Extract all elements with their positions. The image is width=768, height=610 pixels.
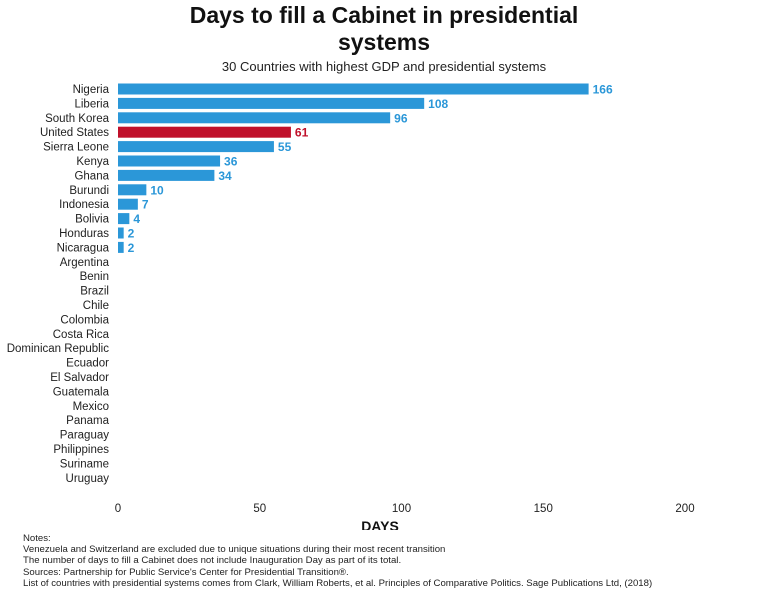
category-label-guatemala: Guatemala: [53, 386, 110, 398]
bar-chart: Nigeria 166 Liberia 108 South Korea 96 United …: [7, 83, 695, 531]
category-label-panama: Panama: [66, 415, 109, 427]
bar-burundi: [118, 184, 147, 196]
value-label-honduras: 2: [128, 227, 135, 241]
category-label-indonesia: Indonesia: [59, 199, 109, 211]
category-label-benin: Benin: [80, 271, 109, 283]
note-country-list: List of countries with presidential syst…: [23, 577, 653, 589]
value-label-sierra-leone: 55: [278, 140, 292, 154]
x-tick-label-50: 50: [253, 503, 266, 515]
note-sources: Sources: Partnership for Public Service'…: [23, 566, 349, 578]
category-label-mexico: Mexico: [73, 401, 109, 413]
bar-liberia: [118, 97, 425, 109]
category-label-brazil: Brazil: [80, 286, 109, 298]
category-label-nicaragua: Nicaragua: [57, 242, 110, 254]
category-label-south-korea: South Korea: [45, 113, 110, 125]
category-label-dominican-republic: Dominican Republic: [7, 343, 110, 355]
x-axis-label: DAYS: [361, 518, 399, 530]
bar-ghana: [118, 169, 215, 181]
value-label-liberia: 108: [428, 97, 448, 111]
x-tick-label-150: 150: [534, 503, 553, 515]
value-label-indonesia: 7: [142, 198, 149, 212]
chart-title-line-1: Days to fill a Cabinet in presidential: [189, 2, 579, 28]
category-label-costa-rica: Costa Rica: [53, 329, 110, 341]
category-label-ghana: Ghana: [74, 170, 109, 182]
chart-title: Days to fill a Cabinet in presidential sy…: [0, 2, 768, 56]
category-label-nigeria: Nigeria: [73, 84, 110, 96]
note-inauguration: The number of days to fill a Cabinet doe…: [23, 555, 402, 567]
value-label-united-states: 61: [295, 126, 309, 140]
bar-honduras: [118, 227, 124, 239]
category-label-chile: Chile: [83, 300, 109, 312]
x-tick-label-200: 200: [675, 503, 694, 515]
category-label-liberia: Liberia: [74, 98, 109, 110]
value-label-south-korea: 96: [394, 111, 408, 125]
category-label-burundi: Burundi: [69, 185, 109, 197]
category-label-united-states: United States: [40, 127, 109, 139]
bar-south-korea: [118, 112, 391, 124]
bar-united-states: [118, 126, 291, 138]
x-tick-label-100: 100: [392, 503, 411, 515]
category-label-bolivia: Bolivia: [75, 214, 109, 226]
bar-nicaragua: [118, 241, 124, 253]
value-label-kenya: 36: [224, 155, 238, 169]
bar-sierra-leone: [118, 141, 274, 153]
category-label-philippines: Philippines: [53, 444, 109, 456]
bar-bolivia: [118, 213, 130, 225]
category-label-argentina: Argentina: [60, 257, 110, 269]
chart-title-line-2: systems: [337, 29, 431, 55]
category-label-colombia: Colombia: [60, 314, 109, 326]
category-label-ecuador: Ecuador: [66, 358, 109, 370]
x-tick-label-0: 0: [115, 503, 121, 515]
category-label-sierra-leone: Sierra Leone: [43, 142, 109, 154]
category-label-kenya: Kenya: [76, 156, 109, 168]
note-exclusions: Venezuela and Switzerland are excluded d…: [23, 544, 446, 556]
bar-indonesia: [118, 198, 138, 210]
bar-nigeria: [118, 83, 589, 95]
value-label-nigeria: 166: [593, 83, 613, 97]
category-label-uruguay: Uruguay: [66, 473, 110, 485]
category-label-honduras: Honduras: [59, 228, 109, 240]
notes-block: Notes: Venezuela and Switzerland are exc…: [23, 533, 763, 589]
chart-subtitle: 30 Countries with highest GDP and presid…: [221, 59, 547, 74]
category-label-suriname: Suriname: [60, 458, 109, 470]
value-label-burundi: 10: [150, 183, 164, 197]
value-label-nicaragua: 2: [128, 241, 135, 255]
value-label-bolivia: 4: [133, 212, 140, 226]
category-label-paraguay: Paraguay: [60, 430, 109, 442]
value-label-ghana: 34: [218, 169, 232, 183]
notes-heading: Notes:: [23, 533, 51, 544]
bar-kenya: [118, 155, 221, 167]
category-label-el-salvador: El Salvador: [50, 372, 109, 384]
